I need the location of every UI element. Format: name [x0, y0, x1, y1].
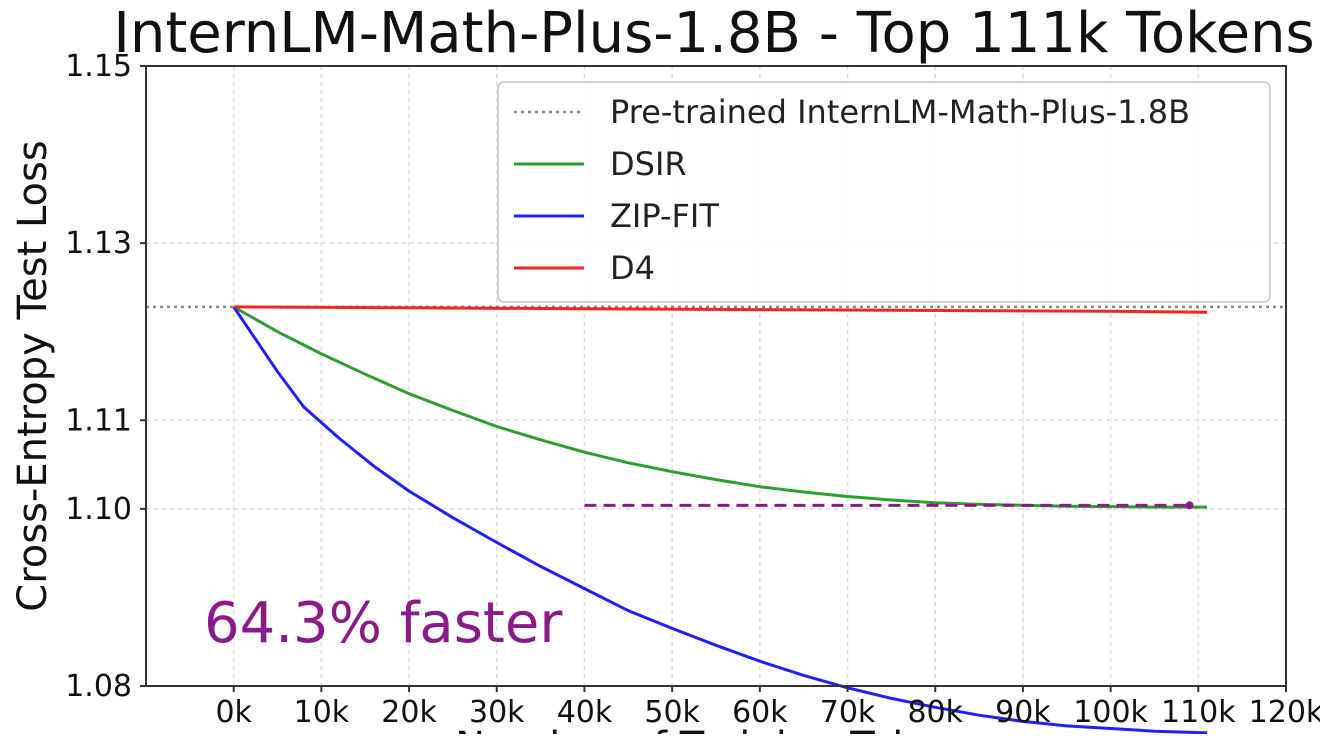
x-tick-label: 50k [644, 695, 700, 730]
series-line-d4 [233, 305, 1208, 314]
x-axis-label: Number of Training Tokens [455, 724, 985, 734]
x-tick-label: 20k [381, 695, 437, 730]
legend: Pre-trained InternLM-Math-Plus-1.8B DSIR Z… [497, 81, 1271, 303]
speedup-annotation-text: 64.3% faster [204, 591, 563, 656]
y-tick-label: 1.10 [65, 492, 132, 527]
series-line-zip-fit [232, 306, 1208, 735]
series-line-dsir [232, 305, 1208, 509]
chart-title: InternLM-Math-Plus-1.8B - Top 111k Token… [113, 1, 1314, 66]
x-tick-label: 90k [995, 695, 1051, 730]
annotation-layer: 64.3% faster [204, 501, 1194, 656]
x-tick-label: 40k [557, 695, 613, 730]
y-axis-label: Cross-Entropy Test Loss [10, 140, 56, 611]
x-tick-label: 110k [1161, 695, 1236, 730]
x-tick-label: 60k [732, 695, 788, 730]
x-tick-label: 100k [1073, 695, 1148, 730]
plot-frame [145, 65, 1287, 687]
legend-box [497, 81, 1271, 303]
y-tick-label: 1.08 [65, 669, 132, 704]
x-tick-label: 10k [294, 695, 350, 730]
legend-label: DSIR [610, 145, 687, 183]
y-tick-label: 1.11 [65, 403, 132, 438]
x-tick-label: 80k [907, 695, 963, 730]
series-layer [232, 305, 1208, 735]
y-tick-label: 1.15 [65, 49, 132, 84]
tick-labels: 0k 10k 20k 30k 40k 50k 60k 70k 80k 90k 100k 110k 120… [65, 49, 1320, 730]
y-tick-label: 1.13 [65, 226, 132, 261]
speedup-end-marker [1185, 501, 1194, 510]
legend-label: Pre-trained InternLM-Math-Plus-1.8B [610, 93, 1190, 131]
legend-label: D4 [610, 249, 655, 287]
x-tick-label: 70k [820, 695, 876, 730]
x-tick-label: 0k [215, 695, 252, 730]
legend-label: ZIP-FIT [610, 197, 719, 235]
x-tick-label: 30k [469, 695, 525, 730]
x-tick-label: 120k [1249, 695, 1320, 730]
